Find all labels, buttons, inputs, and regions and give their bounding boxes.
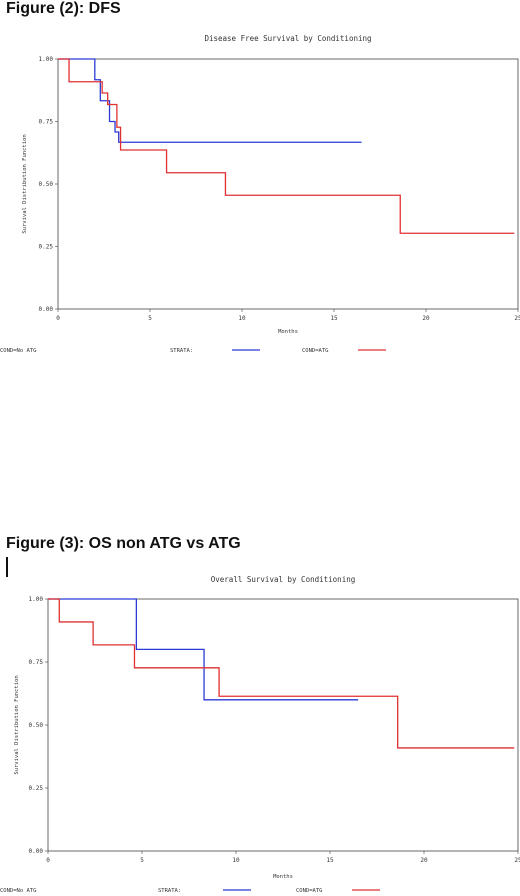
series-line-atg — [58, 58, 362, 143]
x-tick-label: 5 — [148, 315, 152, 322]
series-line-atg — [48, 598, 359, 701]
x-tick-label: 25 — [514, 857, 520, 864]
y-tick-label: 1.00 — [39, 56, 54, 63]
y-tick-label: 0.25 — [39, 244, 54, 251]
chart-title: Disease Free Survival by Conditioning — [204, 34, 371, 43]
x-tick-label: 20 — [420, 857, 428, 864]
series-line-no-atg — [48, 598, 515, 749]
y-tick-label: 0.00 — [29, 848, 44, 855]
legend-entry: COND=No ATG — [0, 888, 36, 894]
x-axis-label: Months — [278, 329, 298, 335]
x-tick-label: 15 — [330, 315, 338, 322]
x-tick-label: 20 — [422, 315, 430, 322]
y-tick-label: 0.50 — [29, 722, 44, 729]
y-tick-label: 1.00 — [29, 596, 44, 603]
x-tick-label: 0 — [56, 315, 60, 322]
figure-3-heading: Figure (3): OS non ATG vs ATG — [6, 535, 241, 552]
y-tick-label: 0.75 — [39, 119, 54, 126]
series-line-no-atg — [58, 58, 515, 234]
os-chart: Overall Survival by Conditioning 0.00 0.25… — [0, 575, 520, 894]
text-cursor — [6, 557, 8, 577]
x-tick-label: 25 — [514, 315, 520, 322]
x-tick-label: 10 — [238, 315, 246, 322]
dfs-chart: Disease Free Survival by Conditioning 0.0… — [0, 34, 520, 354]
y-axis-label: Survival Distribution Function — [14, 675, 20, 774]
x-tick-label: 15 — [326, 857, 334, 864]
legend-entry: COND=ATG — [302, 348, 329, 354]
y-tick-label: 0.50 — [39, 181, 54, 188]
y-tick-label: 0.25 — [29, 785, 44, 792]
legend-title: STRATA: — [158, 888, 181, 894]
figure-2-heading: Figure (2): DFS — [6, 0, 121, 17]
y-tick-label: 0.00 — [39, 306, 54, 313]
legend-entry: COND=No ATG — [0, 348, 36, 354]
x-tick-label: 10 — [232, 857, 240, 864]
plot-frame — [57, 58, 519, 310]
y-axis-label: Survival Distribution Function — [22, 134, 28, 233]
legend-entry: COND=ATG — [296, 888, 323, 894]
chart-title: Overall Survival by Conditioning — [211, 575, 356, 584]
plot-frame — [47, 598, 519, 852]
x-tick-label: 5 — [140, 857, 144, 864]
legend-title: STRATA: — [170, 348, 193, 354]
y-tick-label: 0.75 — [29, 659, 44, 666]
x-axis-label: Months — [273, 874, 293, 880]
x-tick-label: 0 — [46, 857, 50, 864]
